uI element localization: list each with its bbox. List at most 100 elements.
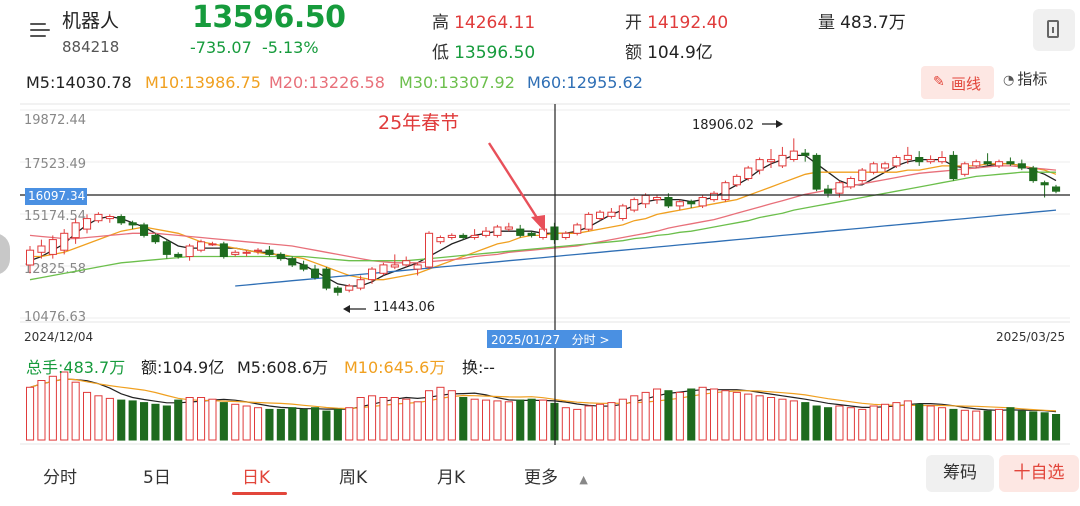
candle: [60, 229, 69, 255]
candle: [995, 159, 1004, 168]
candle-body: [960, 163, 969, 175]
candle: [721, 180, 730, 202]
candle: [767, 149, 776, 168]
volume-bar: [1017, 410, 1026, 441]
phone-rotate-icon: [1047, 20, 1059, 38]
candle-body: [117, 216, 126, 224]
candle-body: [219, 243, 228, 257]
volume-bar: [938, 407, 947, 441]
candle: [345, 283, 354, 293]
ma-line-m30: [29, 171, 1056, 281]
candle: [618, 203, 627, 221]
tab-intraday[interactable]: 分时: [43, 468, 77, 488]
volume-bar: [915, 403, 924, 441]
tab-monthly-k[interactable]: 月K: [437, 468, 466, 488]
candle: [584, 212, 593, 232]
change-percent: -5.13%: [261, 38, 319, 57]
landscape-toggle-button[interactable]: [1033, 9, 1075, 51]
candle: [573, 222, 582, 236]
volume-bar: [390, 397, 399, 441]
add-watchlist-button[interactable]: 十自选: [999, 455, 1079, 492]
candle: [607, 208, 616, 219]
indicator-label: 指标: [1017, 70, 1048, 88]
tab-daily-k[interactable]: 日K: [242, 468, 271, 488]
volume-bar: [493, 400, 502, 441]
volume-bar: [698, 386, 707, 441]
volume-bar: [789, 400, 798, 441]
candle: [140, 222, 149, 238]
volume-bar: [618, 398, 627, 441]
candle-body: [778, 154, 787, 167]
candle: [926, 155, 935, 164]
candle-body: [983, 161, 992, 165]
volume-bar: [299, 408, 308, 441]
volume-bar: [94, 395, 103, 441]
candle-body: [561, 232, 570, 239]
volume-bar: [105, 397, 114, 441]
volume-bar: [664, 390, 673, 441]
volume-bar: [208, 398, 217, 441]
candle: [903, 146, 912, 164]
volume-bar: [482, 399, 491, 441]
intraday-link[interactable]: 分时 >: [571, 333, 610, 347]
volume-bar: [436, 386, 445, 441]
indicator-button[interactable]: ◔ 指标: [1003, 68, 1047, 89]
volume-bar: [869, 405, 878, 441]
high-marker-label: 18906.02: [692, 118, 755, 133]
candle-body: [789, 150, 798, 161]
candle-body: [151, 234, 160, 243]
candle: [675, 199, 684, 211]
candle-body: [1029, 167, 1038, 182]
candle: [892, 155, 901, 168]
y-tick-label: 19872.44: [24, 113, 86, 128]
menu-icon[interactable]: [30, 21, 50, 39]
candle-body: [94, 213, 103, 222]
draw-line-button[interactable]: ✎ 画线: [921, 66, 994, 99]
turnover: 换:--: [462, 354, 495, 378]
candle: [276, 252, 285, 261]
candle-body: [698, 197, 707, 207]
candle-body: [162, 241, 171, 255]
candle-body: [105, 216, 114, 220]
candle: [425, 231, 434, 270]
volume-bar: [926, 405, 935, 441]
volume-bar: [858, 408, 867, 441]
volume-bar: [983, 410, 992, 441]
volume-bar: [607, 402, 616, 441]
candle: [949, 151, 958, 181]
tab-more[interactable]: 更多 ▲: [524, 463, 588, 488]
candle: [26, 245, 35, 274]
draw-line-label: 画线: [951, 75, 982, 93]
candle: [185, 243, 194, 261]
candle: [789, 138, 798, 162]
candle: [299, 260, 308, 272]
volume-quote: 量 483.7万: [818, 8, 906, 33]
volume-bar: [174, 399, 183, 441]
candle-body: [881, 163, 890, 169]
volume-bar: [48, 375, 57, 441]
candle-body: [140, 224, 149, 236]
drawer-handle[interactable]: [0, 233, 10, 275]
candle: [117, 214, 126, 225]
volume-bar: [60, 371, 69, 441]
candle: [687, 199, 696, 209]
candle: [436, 235, 445, 244]
candle: [356, 275, 365, 291]
tab-5day[interactable]: 5日: [143, 468, 171, 488]
candle-body: [938, 157, 947, 163]
stock-code: 884218: [62, 38, 120, 56]
candle: [379, 262, 388, 276]
crosshair-date-tag[interactable]: 2025/01/27 分时 >: [487, 330, 622, 348]
candle-body: [174, 253, 183, 257]
candle: [664, 193, 673, 209]
y-tick-label: 17523.49: [24, 157, 86, 172]
end-date-label: 2025/03/25: [996, 330, 1066, 344]
volume-bar: [516, 399, 525, 441]
candle: [493, 224, 502, 238]
chips-button[interactable]: 筹码: [926, 455, 994, 492]
candle-body: [949, 154, 958, 180]
volume-amount: 额:104.9亿: [141, 358, 225, 377]
candle-body: [915, 157, 924, 163]
tab-weekly-k[interactable]: 周K: [339, 468, 368, 488]
